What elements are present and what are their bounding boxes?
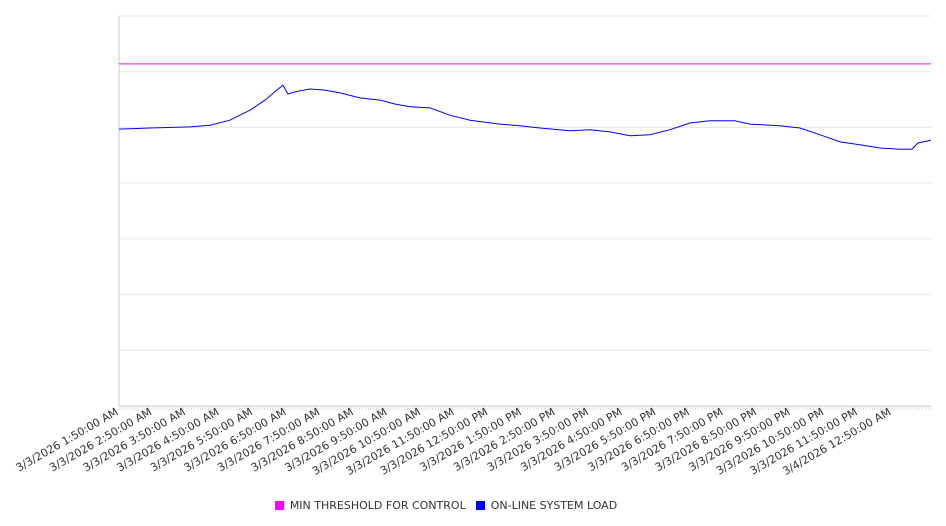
legend-swatch [475, 501, 485, 510]
legend-item-threshold[interactable]: MIN THRESHOLD FOR CONTROL [274, 499, 466, 512]
legend: MIN THRESHOLD FOR CONTROL ON-LINE SYSTEM… [0, 499, 892, 512]
legend-item-load[interactable]: ON-LINE SYSTEM LOAD [475, 499, 618, 512]
legend-swatch [274, 501, 284, 510]
series-line-system-load [118, 84, 932, 150]
legend-label: MIN THRESHOLD FOR CONTROL [289, 499, 466, 512]
legend-label: ON-LINE SYSTEM LOAD [490, 499, 618, 512]
